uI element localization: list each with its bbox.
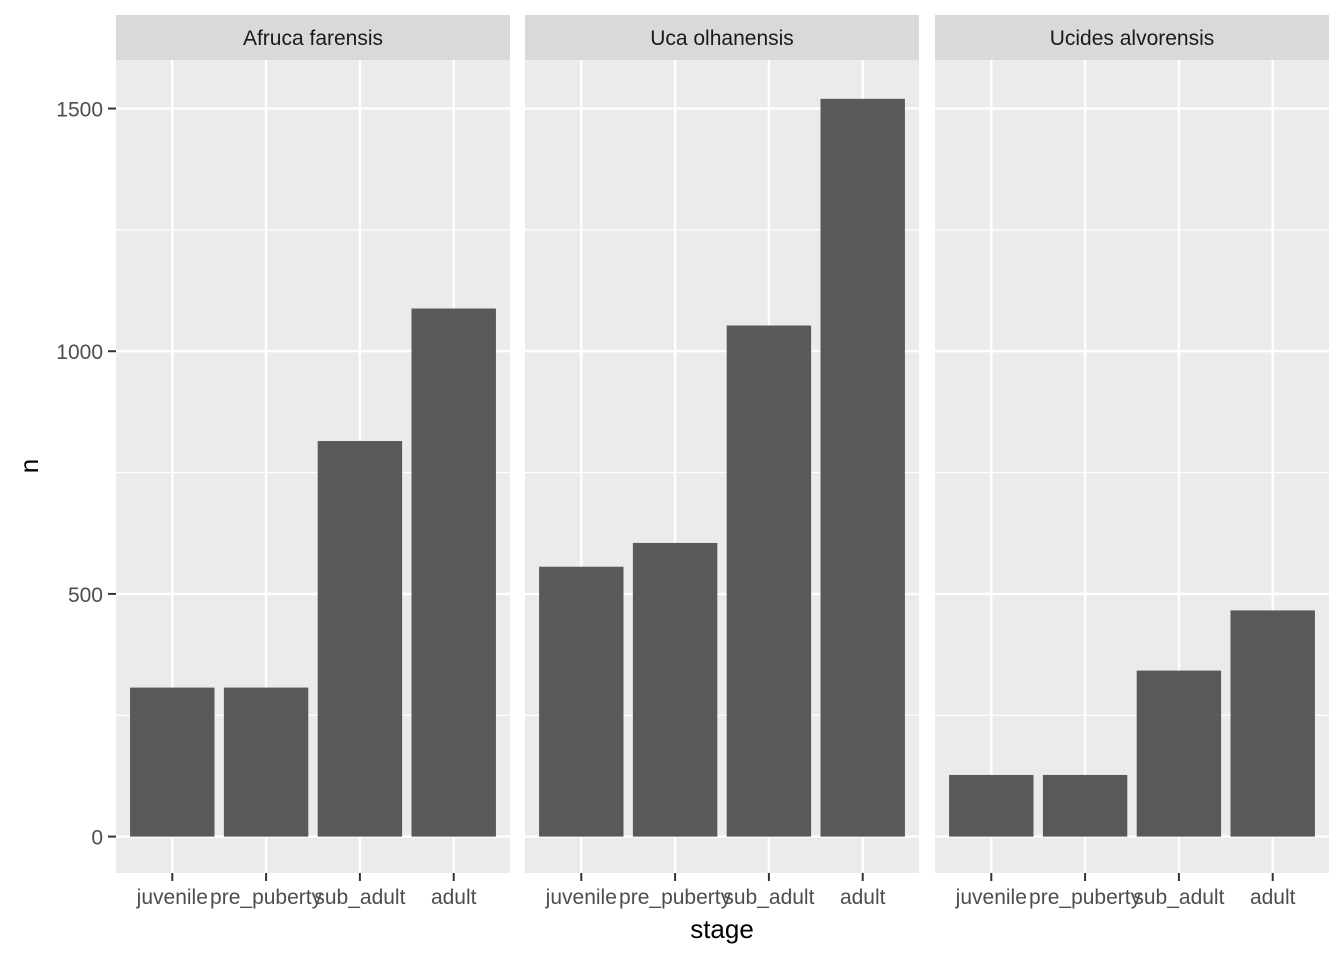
x-tick-label: pre_puberty — [1029, 886, 1142, 909]
bar — [411, 308, 496, 837]
bar — [223, 687, 309, 837]
bar — [632, 542, 718, 837]
bar — [949, 774, 1034, 837]
facet-strip-label: Uca olhanensis — [650, 27, 794, 50]
facet-strip-label: Afruca farensis — [243, 27, 383, 50]
x-tick-label: adult — [1250, 886, 1296, 909]
facet-panel: Ucides alvorensis juvenile pre_pubertysub_… — [935, 15, 1329, 909]
facet-panel: Uca olhanensis juvenile pre_pubertysub_adu… — [525, 15, 919, 909]
x-tick-label: sub_adult — [723, 886, 814, 909]
x-tick-label: juvenile — [955, 886, 1027, 909]
x-tick-label: sub_adult — [314, 886, 405, 909]
y-tick-label: 1500 — [56, 99, 103, 122]
facet-strip-label: Ucides alvorensis — [1050, 27, 1215, 50]
facet-strip — [525, 15, 919, 60]
facet-strip — [116, 15, 510, 60]
y-tick-label: 0 — [91, 827, 103, 850]
facet-panel: Afruca farensis juvenile pre_pubertysub_ad… — [116, 15, 510, 909]
bar — [726, 325, 812, 837]
bar — [130, 687, 215, 837]
facet-strip — [935, 15, 1329, 60]
x-axis-title: stage — [690, 914, 754, 944]
x-tick-label: adult — [840, 886, 886, 909]
x-tick-label: pre_puberty — [210, 886, 323, 909]
x-tick-label: juvenile — [545, 886, 617, 909]
bar — [1230, 610, 1315, 837]
x-tick-label: adult — [431, 886, 477, 909]
bar — [1042, 774, 1128, 837]
y-tick-label: 1000 — [56, 341, 103, 364]
bar — [820, 98, 905, 837]
bar — [539, 566, 624, 837]
bar — [1136, 670, 1222, 837]
y-tick-label: 500 — [68, 584, 103, 607]
x-tick-label: pre_puberty — [619, 886, 732, 909]
bar — [317, 441, 403, 837]
x-tick-label: sub_adult — [1133, 886, 1224, 909]
y-axis: 0 500 1000 1500 — [56, 99, 116, 850]
y-axis-title: n — [14, 459, 44, 473]
x-tick-label: juvenile — [136, 886, 208, 909]
